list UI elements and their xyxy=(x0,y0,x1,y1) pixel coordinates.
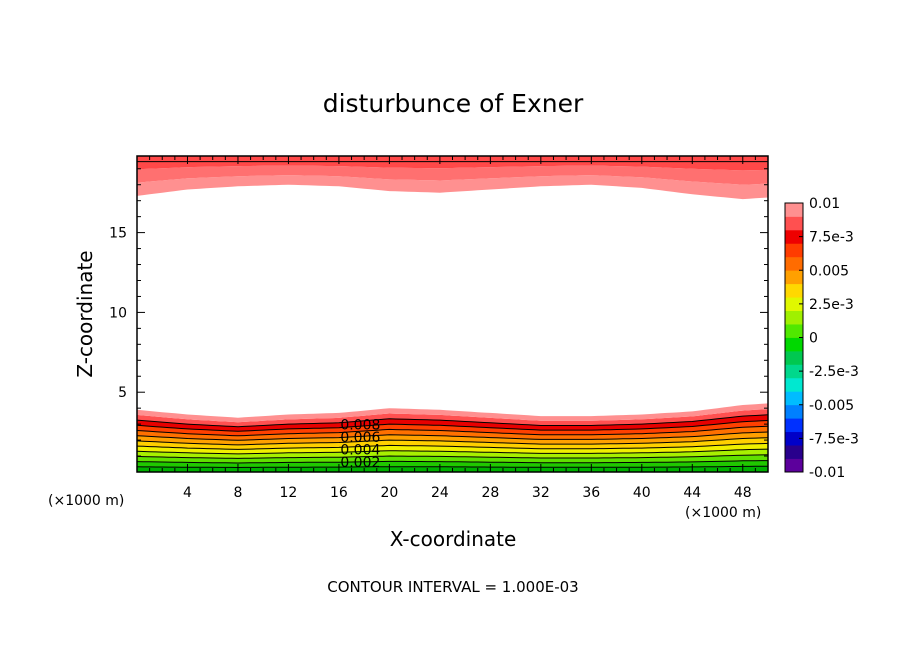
colorbar-swatch xyxy=(785,431,803,446)
x-tick-label: 4 xyxy=(183,485,192,501)
colorbar-label: -0.01 xyxy=(809,465,845,481)
x-tick-label: 24 xyxy=(431,485,449,501)
colorbar-label: 0 xyxy=(809,331,818,347)
x-tick-label: 44 xyxy=(683,485,701,501)
x-tick-label: 32 xyxy=(532,485,550,501)
x-unit-label-right: (×1000 m) xyxy=(685,505,761,521)
x-tick-label: 36 xyxy=(582,485,600,501)
lower-band xyxy=(137,449,768,459)
lower-band xyxy=(137,426,768,441)
colorbar-swatch xyxy=(785,377,803,392)
y-axis-label: Z-coordinate xyxy=(73,250,97,377)
colorbar-swatch xyxy=(785,229,803,244)
lower-band xyxy=(137,403,768,423)
contour-line xyxy=(136,442,769,450)
lower-band xyxy=(137,414,768,432)
colorbar-swatch xyxy=(785,243,803,258)
colorbar-swatch xyxy=(785,297,803,311)
contour-interval-note: CONTOUR INTERVAL = 1.000E-03 xyxy=(327,578,578,596)
x-unit-label-left: (×1000 m) xyxy=(48,493,124,509)
lower-band xyxy=(137,409,768,427)
contour-line xyxy=(136,460,768,464)
upper-band xyxy=(137,175,768,200)
lower-band xyxy=(137,437,768,450)
contour-line xyxy=(136,431,769,441)
colorbar-swatch xyxy=(785,458,803,473)
colorbar-swatch xyxy=(785,445,803,459)
contour-fills xyxy=(137,156,768,472)
colorbar-swatch xyxy=(785,283,803,298)
contour-line xyxy=(136,437,769,446)
x-axis: 4 8 12 16 20 24 28 32 36 40 44 48 xyxy=(149,156,756,501)
y-axis: 5 10 15 xyxy=(109,168,768,457)
contour-label: 0.008 xyxy=(340,417,380,433)
lower-band xyxy=(137,443,768,454)
contour-line xyxy=(136,448,769,455)
lower-band xyxy=(137,432,768,445)
colorbar-label: -2.5e-3 xyxy=(809,364,859,380)
colorbar-label: -7.5e-3 xyxy=(809,431,859,447)
x-tick-label: 20 xyxy=(380,485,398,501)
x-tick-label: 40 xyxy=(633,485,651,501)
colorbar-label: 0.01 xyxy=(809,196,840,212)
chart-title: disturbunce of Exner xyxy=(323,89,584,118)
contour-label: 0.004 xyxy=(340,442,380,458)
x-tick-label: 28 xyxy=(481,485,499,501)
colorbar-swatch xyxy=(785,203,803,217)
contour-line xyxy=(136,454,769,459)
contour-line xyxy=(136,420,769,432)
colorbar-label: 0.005 xyxy=(809,263,849,279)
colorbar-swatch xyxy=(785,391,803,406)
colorbar-swatch xyxy=(785,404,803,419)
contour-line xyxy=(136,414,769,428)
contour-line xyxy=(136,465,768,469)
colorbar: 0.01 7.5e-3 0.005 2.5e-3 0 -2.5e-3 -0.005 -7.5e… xyxy=(784,196,859,481)
upper-band xyxy=(137,165,768,185)
y-tick-label: 15 xyxy=(109,226,127,242)
x-tick-label: 16 xyxy=(330,485,348,501)
contour-label: 0.002 xyxy=(340,455,380,471)
contour-lines xyxy=(136,161,769,469)
x-axis-label: X-coordinate xyxy=(390,527,517,551)
colorbar-swatch xyxy=(785,324,803,338)
colorbar-swatch xyxy=(785,337,803,352)
colorbar-label: -0.005 xyxy=(809,398,854,414)
contour-label: 0.006 xyxy=(340,430,380,446)
colorbar-swatch xyxy=(785,310,803,325)
x-tick-label: 48 xyxy=(734,485,752,501)
x-tick-label: 12 xyxy=(280,485,298,501)
colorbar-swatch xyxy=(785,256,803,271)
colorbar-swatch xyxy=(785,216,803,231)
colorbar-swatch xyxy=(785,350,803,365)
lower-band xyxy=(137,454,768,463)
y-tick-label: 10 xyxy=(109,305,127,321)
upper-band xyxy=(137,156,768,171)
contour-line xyxy=(136,425,769,437)
x-tick-label: 8 xyxy=(233,485,242,501)
colorbar-label: 2.5e-3 xyxy=(809,297,854,313)
lower-band xyxy=(137,420,768,436)
colorbar-swatch xyxy=(785,418,803,433)
y-tick-label: 5 xyxy=(118,385,127,401)
lower-band xyxy=(137,460,768,468)
colorbar-swatch xyxy=(785,270,803,285)
colorbar-label: 7.5e-3 xyxy=(809,230,854,246)
colorbar-swatch xyxy=(785,364,803,379)
